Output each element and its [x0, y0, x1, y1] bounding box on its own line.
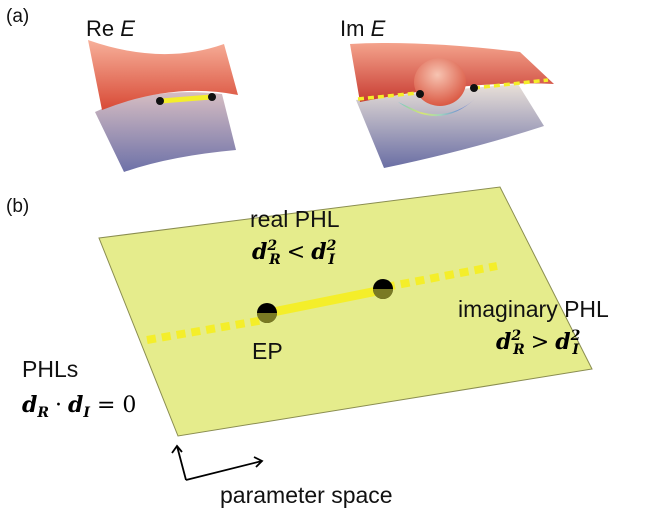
im-e-surface — [350, 43, 554, 168]
ep-label: EP — [252, 338, 283, 364]
re-e-lower-sheet — [95, 92, 236, 172]
real-phl-title: real PHL — [250, 206, 340, 232]
parameter-plane — [98, 186, 593, 437]
real-phl-segment — [267, 285, 383, 318]
re-e-branch-cut — [160, 94, 212, 104]
im-e-branch-cut-left — [357, 91, 419, 101]
ep-left — [257, 303, 277, 323]
re-e-label: Re E — [86, 16, 135, 41]
im-e-branch-cut-right — [473, 78, 549, 90]
phls-condition: dR · dI = 0 — [22, 392, 137, 421]
imaginary-phl-right — [385, 262, 498, 291]
im-e-rainbow-well — [398, 98, 476, 117]
im-e-bubble — [414, 58, 466, 106]
im-e-ep-right — [470, 84, 478, 92]
im-e-label: Im E — [340, 16, 386, 41]
plane-surface — [98, 186, 593, 437]
parameter-space-label: parameter space — [220, 482, 393, 508]
imaginary-phl-condition: d2R > d2I — [496, 328, 581, 358]
re-e-upper-sheet — [88, 40, 238, 110]
real-phl-condition: d2R < d2I — [252, 238, 337, 268]
re-e-ep-right — [208, 93, 216, 101]
phls-title: PHLs — [22, 356, 79, 382]
panel-b-tag: (b) — [6, 196, 30, 217]
re-e-surface — [88, 40, 238, 172]
re-e-ep-left — [156, 97, 164, 105]
im-e-ep-left — [416, 90, 424, 98]
imaginary-phl-left — [146, 316, 265, 344]
ep-right — [373, 279, 393, 299]
axes-arrows — [171, 444, 264, 481]
imaginary-phl-title: imaginary PHL — [458, 296, 609, 322]
panel-a-tag: (a) — [6, 6, 30, 27]
